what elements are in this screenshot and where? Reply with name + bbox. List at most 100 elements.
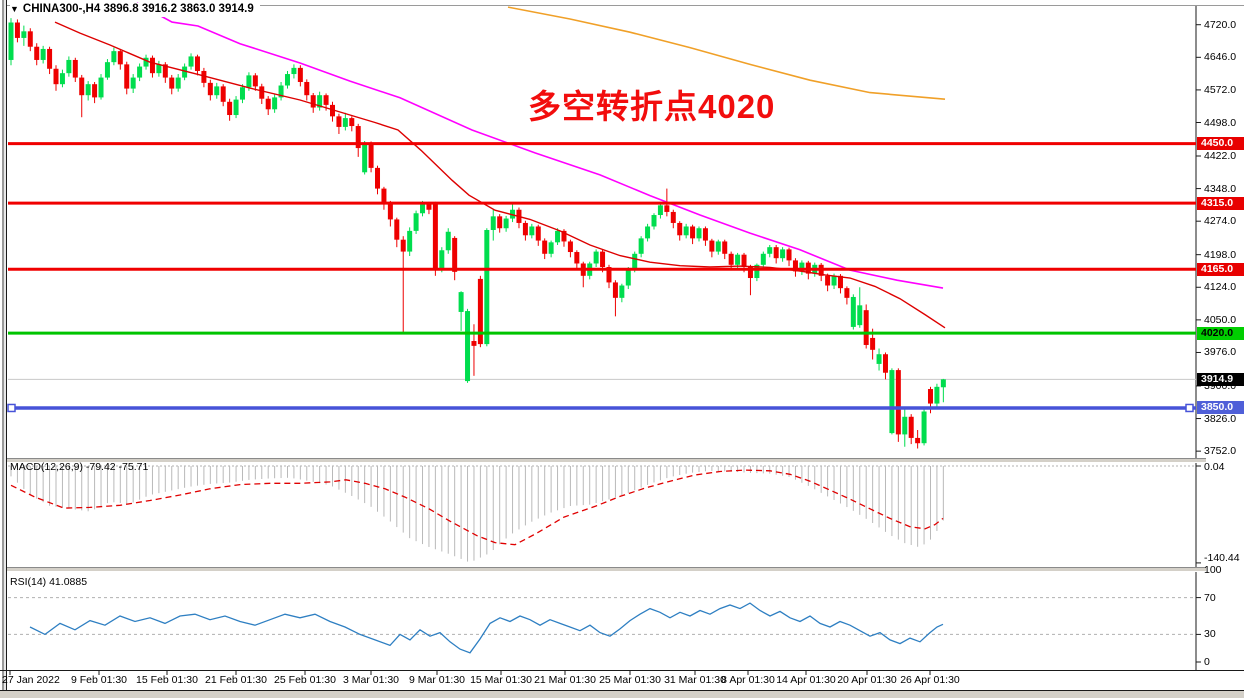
price-tick-label: 4646.0: [1204, 51, 1237, 64]
candle-body: [201, 70, 207, 83]
candle-body: [625, 269, 631, 286]
candle-body: [458, 292, 464, 312]
candle-body: [522, 222, 528, 236]
price-tick-label: 4422.0: [1204, 149, 1237, 162]
candle-body: [259, 86, 265, 99]
candle-body: [786, 249, 792, 261]
candle-body: [452, 237, 458, 272]
time-tick-label: 15 Mar 01:30: [470, 674, 532, 686]
candle-body: [272, 97, 278, 110]
candle-body: [330, 104, 335, 117]
time-axis[interactable]: 27 Jan 2022 9 Feb 01:30 15 Feb 01:30 21 Feb…: [0, 672, 1244, 690]
rsi-scale-label: 100: [1204, 564, 1222, 576]
candle-body: [375, 167, 381, 189]
candle-body: [27, 31, 33, 47]
candle-body: [850, 296, 856, 327]
price-level-badge: 4020.0: [1197, 326, 1244, 340]
candle-body: [876, 354, 882, 364]
candle-body: [760, 253, 766, 265]
price-tick-label: 4498.0: [1204, 116, 1237, 129]
candle-body: [857, 305, 863, 326]
pane-divider-macd-rsi[interactable]: [7, 567, 1206, 572]
line-drag-handle[interactable]: [1185, 403, 1194, 413]
candle-body: [670, 211, 676, 223]
price-tick-label: 4720.0: [1204, 18, 1237, 31]
time-tick-label: 9 Feb 01:30: [70, 674, 128, 686]
candle-body: [175, 77, 181, 89]
candle-body: [368, 142, 374, 168]
candle-body: [265, 98, 271, 110]
candle-body: [66, 59, 72, 74]
symbol-quote-text: CHINA300-,H4 3896.8 3916.2 3863.0 3914.9: [22, 3, 254, 15]
candle-body: [317, 95, 323, 108]
candle-body: [169, 77, 175, 89]
candle-body: [574, 252, 580, 264]
candle-body: [182, 66, 188, 78]
candle-body: [921, 411, 927, 444]
candle-body: [407, 230, 413, 252]
candle-body: [92, 84, 98, 98]
candle-body: [426, 204, 432, 210]
symbol-quote-header: ▼ CHINA300-,H4 3896.8 3916.2 3863.0 3914.…: [10, 3, 260, 17]
candle-body: [72, 59, 78, 78]
rsi-indicator-label: RSI(14) 41.0885: [10, 576, 88, 588]
candle-body: [336, 116, 342, 127]
candle-body: [124, 64, 130, 89]
candle-body: [722, 241, 728, 254]
time-tick-label: 15 Feb 01:30: [136, 674, 198, 686]
candle-body: [59, 73, 65, 85]
line-drag-handle[interactable]: [7, 403, 16, 413]
candle-body: [825, 275, 831, 286]
candle-body: [227, 101, 233, 116]
candle-body: [606, 267, 612, 283]
time-axis-separator: [0, 670, 1244, 671]
pane-divider-main-macd[interactable]: [7, 458, 1206, 463]
candle-body: [908, 416, 914, 438]
candle-body: [85, 84, 91, 96]
chevron-down-icon[interactable]: ▼: [10, 4, 19, 14]
window-left-border: [0, 0, 7, 698]
candle-body: [34, 46, 40, 60]
candle-body: [246, 75, 252, 88]
candle-body: [297, 67, 303, 82]
candle-body: [420, 204, 426, 214]
candle-body: [696, 228, 702, 239]
candle-body: [567, 241, 573, 253]
candle-body: [233, 99, 239, 116]
candle-body: [503, 218, 509, 229]
price-tick-label: 3826.0: [1204, 412, 1237, 425]
price-tick-label: 4274.0: [1204, 215, 1237, 228]
candle-body: [773, 247, 779, 259]
candle-body: [645, 226, 651, 239]
candle-body: [439, 250, 445, 270]
candle-body: [214, 86, 220, 96]
rsi-scale-label: 0: [1204, 656, 1210, 668]
candle-body: [882, 354, 888, 373]
price-tick-label: 4348.0: [1204, 182, 1237, 195]
time-tick-label: 26 Apr 01:30: [900, 674, 960, 686]
candle-body: [927, 389, 933, 404]
price-axis[interactable]: 4720.0 4646.0 4572.0 4498.0 4422.0 4348.0 4274…: [1196, 0, 1244, 670]
time-tick-label: 3 Mar 01:30: [342, 674, 400, 686]
candle-body: [542, 240, 548, 254]
candle-body: [387, 203, 393, 220]
candle-body: [137, 66, 143, 78]
candle-body: [889, 370, 895, 434]
candle-body: [934, 386, 940, 404]
candle-body: [831, 275, 837, 286]
ma-fast-red: [54, 21, 946, 329]
price-level-badge: 4165.0: [1197, 262, 1244, 276]
candle-body: [278, 85, 284, 98]
candle-body: [53, 68, 59, 85]
candle-body: [747, 267, 753, 279]
candle-body: [863, 310, 869, 345]
candle-body: [535, 226, 541, 241]
candle-body: [14, 22, 20, 38]
candle-body: [657, 205, 663, 216]
candle-body: [162, 64, 168, 78]
time-tick-label: 27 Jan 2022: [2, 674, 60, 686]
candle-body: [21, 31, 27, 38]
candle-body: [754, 264, 760, 279]
candle-body: [194, 56, 200, 71]
